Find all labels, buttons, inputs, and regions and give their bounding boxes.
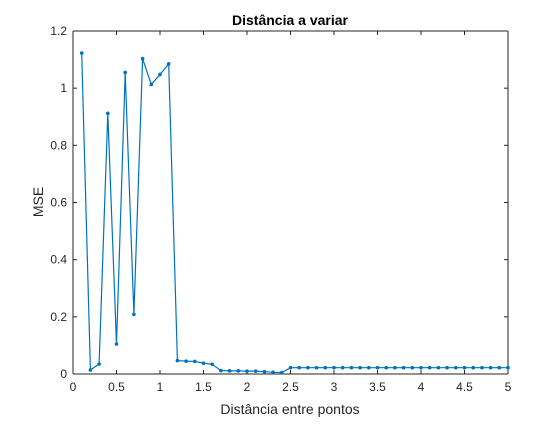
data-point (358, 365, 362, 370)
data-point (401, 365, 406, 370)
data-point (106, 111, 110, 116)
data-point (436, 365, 441, 370)
data-point (149, 82, 154, 87)
data-point (497, 365, 502, 370)
data-point (140, 56, 145, 61)
data-point (245, 369, 249, 373)
data-point (367, 365, 371, 370)
x-tick-label: 0.5 (108, 380, 125, 394)
y-tick-label: 0.6 (50, 196, 67, 210)
chart-title: Distância a variar (232, 12, 349, 28)
data-point (175, 358, 180, 363)
data-point (193, 359, 197, 364)
x-tick-label: 1.5 (195, 380, 212, 394)
data-point (314, 365, 319, 370)
data-point (158, 72, 162, 77)
y-tick-label: 0.8 (50, 138, 67, 152)
data-point (384, 365, 389, 370)
y-tick-label: 0.4 (50, 253, 67, 267)
data-point (427, 365, 432, 370)
y-axis-title: MSE (30, 187, 46, 217)
data-point (410, 365, 415, 370)
x-tick-label: 2.5 (282, 380, 299, 394)
data-point (340, 365, 345, 370)
data-point (236, 369, 241, 373)
data-point (323, 365, 328, 370)
data-point (349, 365, 354, 370)
data-point (471, 365, 476, 370)
data-point (506, 365, 510, 370)
data-point (419, 365, 423, 370)
data-point (488, 365, 493, 370)
x-axis-title: Distância entre pontos (220, 401, 359, 417)
x-tick-label: 3.5 (369, 380, 386, 394)
data-point (88, 368, 93, 372)
data-point (227, 369, 232, 373)
data-series (79, 51, 510, 375)
data-point (166, 62, 171, 66)
y-tick-label: 0.2 (50, 310, 67, 324)
x-tick-label: 2 (244, 380, 251, 394)
data-point (184, 359, 188, 363)
data-point (393, 365, 397, 370)
data-point (306, 365, 310, 370)
data-point (445, 365, 449, 370)
x-tick-label: 4 (418, 380, 425, 394)
data-point (288, 365, 293, 370)
data-point (462, 365, 467, 370)
data-point (123, 70, 127, 75)
x-tick-label: 1 (157, 380, 164, 394)
data-point (271, 370, 275, 375)
plot-area (73, 31, 508, 374)
data-point (375, 365, 380, 370)
data-point (332, 365, 336, 370)
data-point (114, 342, 119, 346)
data-point (253, 369, 258, 373)
data-point (219, 368, 223, 373)
data-point (280, 370, 284, 375)
data-point (297, 365, 302, 370)
x-tick-label: 3 (331, 380, 338, 394)
plot-background (73, 31, 508, 374)
data-point (262, 369, 267, 374)
data-point (132, 312, 136, 317)
x-tick-label: 4.5 (456, 380, 473, 394)
y-tick-label: 1.2 (50, 24, 67, 38)
data-point (79, 51, 84, 55)
data-point (210, 362, 214, 367)
x-tick-label: 0 (70, 380, 77, 394)
x-tick-label: 5 (505, 380, 512, 394)
data-point (480, 365, 484, 370)
data-point (454, 365, 458, 370)
y-tick-label: 0 (60, 367, 67, 381)
y-tick-label: 1 (60, 81, 67, 95)
ticks: 0 0.5 1 1.5 2 2.5 3 3.5 4 4.5 5 0 0.2 0.4 0.6 0.8 1 1.2 (50, 24, 511, 394)
data-point (97, 362, 101, 366)
data-point (201, 361, 206, 365)
